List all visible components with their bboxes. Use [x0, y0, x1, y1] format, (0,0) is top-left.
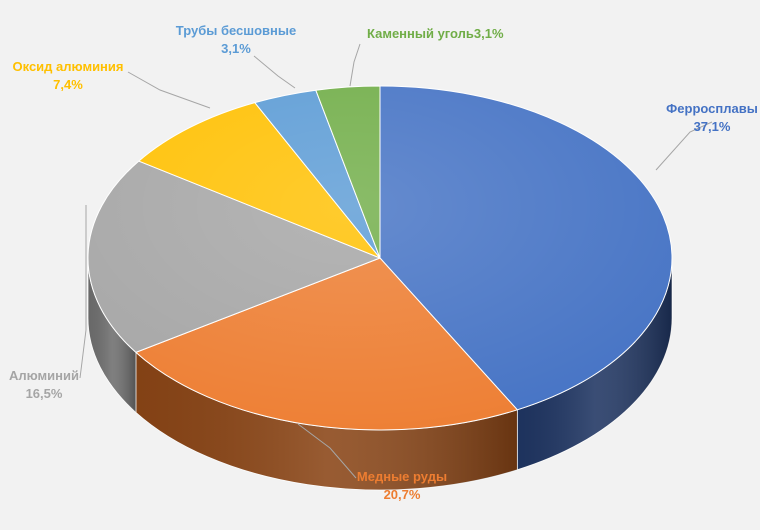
- leader-line-seamless-pipes: [253, 55, 296, 89]
- leader-line-hard-coal: [349, 43, 361, 87]
- slice-side-shade-copper-ores: [135, 352, 518, 490]
- data-label-aluminium: Алюминий 16,5%: [9, 368, 79, 401]
- leader-line-ferroalloys: [655, 121, 713, 171]
- slice-name-ferroalloys: Ферросплавы: [666, 101, 758, 116]
- leader-line-alumina: [127, 71, 211, 109]
- slice-value-seamless-pipes: 3,1%: [221, 41, 251, 56]
- slice-value-ferroalloys: 37,1%: [694, 119, 731, 134]
- leader-lines: [79, 43, 713, 479]
- data-label-seamless-pipes: Трубы бесшовные 3,1%: [176, 23, 296, 56]
- slice-value-hard-coal: 3,1%: [474, 26, 504, 41]
- pie-slices: [87, 85, 673, 431]
- slice-name-hard-coal: Каменный уголь: [367, 26, 474, 41]
- data-label-copper-ores: Медные руды 20,7%: [357, 469, 447, 502]
- data-label-alumina: Оксид алюминия 7,4%: [13, 59, 124, 92]
- slice-value-aluminium: 16,5%: [26, 386, 63, 401]
- slice-value-alumina: 7,4%: [53, 77, 83, 92]
- slice-name-copper-ores: Медные руды: [357, 469, 447, 484]
- slice-name-seamless-pipes: Трубы бесшовные: [176, 23, 296, 38]
- slice-value-copper-ores: 20,7%: [384, 487, 421, 502]
- slice-name-aluminium: Алюминий: [9, 368, 79, 383]
- leader-line-aluminium: [79, 205, 87, 379]
- data-label-hard-coal: Каменный уголь3,1%: [367, 26, 504, 41]
- data-label-ferroalloys: Ферросплавы 37,1%: [666, 101, 758, 134]
- data-labels: Ферросплавы 37,1% Медные руды 20,7% Алюминий…: [9, 23, 758, 502]
- leader-line-copper-ores: [297, 423, 357, 479]
- slice-name-alumina: Оксид алюминия: [13, 59, 124, 74]
